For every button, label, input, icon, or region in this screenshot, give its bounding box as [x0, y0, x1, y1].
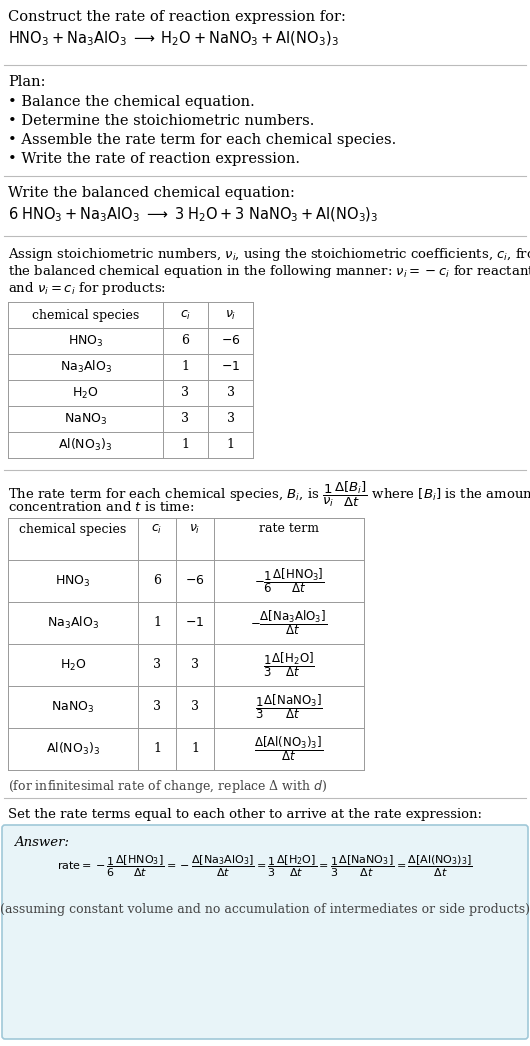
Text: • Write the rate of reaction expression.: • Write the rate of reaction expression.: [8, 152, 300, 166]
Text: concentration and $t$ is time:: concentration and $t$ is time:: [8, 500, 195, 514]
Text: • Balance the chemical equation.: • Balance the chemical equation.: [8, 95, 255, 109]
Text: Construct the rate of reaction expression for:: Construct the rate of reaction expressio…: [8, 10, 346, 24]
Text: $c_i$: $c_i$: [180, 309, 191, 321]
Text: $\mathrm{NaNO_3}$: $\mathrm{NaNO_3}$: [64, 411, 107, 427]
Text: $\mathrm{HNO_3 + Na_3AlO_3 \;\longrightarrow\; H_2O + NaNO_3 + Al(NO_3)_3}$: $\mathrm{HNO_3 + Na_3AlO_3 \;\longrighta…: [8, 30, 339, 48]
Text: 3: 3: [191, 659, 199, 672]
Text: 3: 3: [181, 412, 190, 426]
Text: $-6$: $-6$: [220, 335, 240, 347]
Text: 1: 1: [181, 361, 190, 373]
Text: 3: 3: [191, 701, 199, 713]
Text: 1: 1: [191, 743, 199, 755]
Text: $-1$: $-1$: [221, 361, 240, 373]
Text: The rate term for each chemical species, $B_i$, is $\dfrac{1}{\nu_i}\dfrac{\Delt: The rate term for each chemical species,…: [8, 480, 530, 509]
Text: • Assemble the rate term for each chemical species.: • Assemble the rate term for each chemic…: [8, 133, 396, 147]
FancyBboxPatch shape: [2, 825, 528, 1039]
Text: $-\dfrac{1}{6}\dfrac{\Delta[\mathrm{HNO_3}]}{\Delta t}$: $-\dfrac{1}{6}\dfrac{\Delta[\mathrm{HNO_…: [254, 567, 324, 595]
Text: $\nu_i$: $\nu_i$: [189, 522, 201, 536]
Text: 1: 1: [181, 438, 190, 452]
Text: 3: 3: [181, 387, 190, 400]
Text: and $\nu_i = c_i$ for products:: and $\nu_i = c_i$ for products:: [8, 280, 166, 297]
Text: Set the rate terms equal to each other to arrive at the rate expression:: Set the rate terms equal to each other t…: [8, 808, 482, 821]
Text: $\nu_i$: $\nu_i$: [225, 309, 236, 321]
Text: $\dfrac{\Delta[\mathrm{Al(NO_3)_3}]}{\Delta t}$: $\dfrac{\Delta[\mathrm{Al(NO_3)_3}]}{\De…: [254, 734, 323, 764]
Text: (for infinitesimal rate of change, replace Δ with $d$): (for infinitesimal rate of change, repla…: [8, 778, 328, 795]
Text: $\mathrm{Na_3AlO_3}$: $\mathrm{Na_3AlO_3}$: [59, 359, 111, 376]
Text: $\mathrm{rate} = -\dfrac{1}{6}\dfrac{\Delta[\mathrm{HNO_3}]}{\Delta t} = -\dfrac: $\mathrm{rate} = -\dfrac{1}{6}\dfrac{\De…: [57, 854, 473, 879]
Text: 1: 1: [153, 616, 161, 630]
Text: Assign stoichiometric numbers, $\nu_i$, using the stoichiometric coefficients, $: Assign stoichiometric numbers, $\nu_i$, …: [8, 246, 530, 263]
Text: chemical species: chemical species: [32, 309, 139, 321]
Text: Answer:: Answer:: [14, 836, 69, 849]
Text: $\mathrm{Na_3AlO_3}$: $\mathrm{Na_3AlO_3}$: [47, 615, 99, 631]
Text: $c_i$: $c_i$: [152, 522, 163, 536]
Text: rate term: rate term: [259, 523, 319, 536]
Text: 3: 3: [226, 412, 234, 426]
Text: $-1$: $-1$: [186, 616, 205, 630]
Text: 1: 1: [153, 743, 161, 755]
Text: • Determine the stoichiometric numbers.: • Determine the stoichiometric numbers.: [8, 114, 314, 128]
Text: $\mathrm{NaNO_3}$: $\mathrm{NaNO_3}$: [51, 700, 94, 714]
Text: $\mathrm{H_2O}$: $\mathrm{H_2O}$: [72, 385, 99, 401]
Text: $\mathrm{HNO_3}$: $\mathrm{HNO_3}$: [68, 334, 103, 348]
Text: $\mathrm{6\; HNO_3 + Na_3AlO_3 \;\longrightarrow\; 3\; H_2O + 3\; NaNO_3 + Al(NO: $\mathrm{6\; HNO_3 + Na_3AlO_3 \;\longri…: [8, 206, 378, 225]
Text: $\mathrm{Al(NO_3)_3}$: $\mathrm{Al(NO_3)_3}$: [46, 741, 100, 757]
Text: $\mathrm{H_2O}$: $\mathrm{H_2O}$: [60, 658, 86, 673]
Text: chemical species: chemical species: [20, 523, 127, 536]
Text: $\dfrac{1}{3}\dfrac{\Delta[\mathrm{H_2O}]}{\Delta t}$: $\dfrac{1}{3}\dfrac{\Delta[\mathrm{H_2O}…: [263, 651, 315, 680]
Text: 1: 1: [226, 438, 234, 452]
Text: 3: 3: [153, 659, 161, 672]
Text: (assuming constant volume and no accumulation of intermediates or side products): (assuming constant volume and no accumul…: [0, 903, 530, 916]
Text: $-6$: $-6$: [185, 574, 205, 588]
Text: Plan:: Plan:: [8, 75, 46, 89]
Text: $\mathrm{Al(NO_3)_3}$: $\mathrm{Al(NO_3)_3}$: [58, 437, 112, 453]
Text: 3: 3: [153, 701, 161, 713]
Text: 3: 3: [226, 387, 234, 400]
Text: the balanced chemical equation in the following manner: $\nu_i = -c_i$ for react: the balanced chemical equation in the fo…: [8, 263, 530, 280]
Text: Write the balanced chemical equation:: Write the balanced chemical equation:: [8, 186, 295, 200]
Text: 6: 6: [153, 574, 161, 588]
Text: 6: 6: [181, 335, 190, 347]
Text: $\dfrac{1}{3}\dfrac{\Delta[\mathrm{NaNO_3}]}{\Delta t}$: $\dfrac{1}{3}\dfrac{\Delta[\mathrm{NaNO_…: [255, 692, 323, 722]
Text: $\mathrm{HNO_3}$: $\mathrm{HNO_3}$: [55, 573, 91, 589]
Text: $-\dfrac{\Delta[\mathrm{Na_3AlO_3}]}{\Delta t}$: $-\dfrac{\Delta[\mathrm{Na_3AlO_3}]}{\De…: [251, 609, 328, 637]
